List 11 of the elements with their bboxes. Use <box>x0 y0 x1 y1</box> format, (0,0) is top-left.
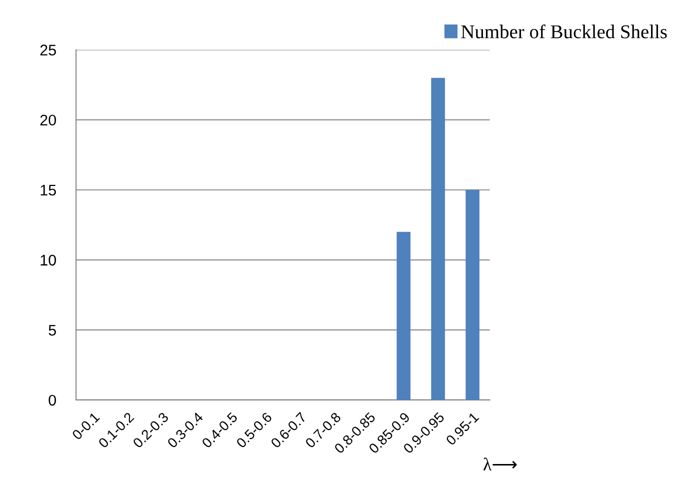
y-tick-label: 0 <box>48 394 56 406</box>
legend-label: Number of Buckled Shells <box>461 24 667 38</box>
x-axis-title: λ⟶ <box>483 458 517 470</box>
y-tick-label: 10 <box>40 254 56 266</box>
y-tick-label: 5 <box>48 324 56 336</box>
y-tick-label: 15 <box>40 184 56 196</box>
bar <box>466 190 480 400</box>
bar <box>431 78 445 400</box>
bar <box>396 232 410 400</box>
y-tick-label: 20 <box>40 114 56 126</box>
y-tick-label: 25 <box>40 44 56 56</box>
